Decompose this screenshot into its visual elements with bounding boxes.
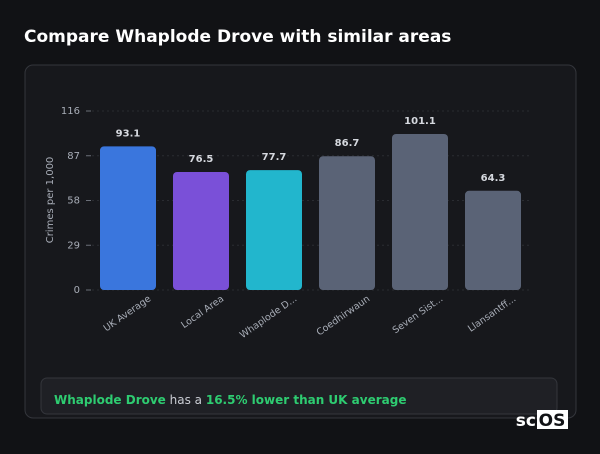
- logo-box: [537, 410, 568, 429]
- heading: Compare Whaplode Drove with similar area…: [24, 27, 451, 47]
- value-label: 86.7: [335, 138, 360, 149]
- value-label: 77.7: [262, 152, 287, 163]
- bar: [100, 146, 156, 290]
- logo-left: sc: [516, 411, 536, 431]
- bar: [465, 190, 521, 290]
- y-tick-label: 0: [74, 285, 80, 296]
- bar: [319, 156, 375, 290]
- bar: [392, 133, 448, 290]
- y-tick-label: 58: [67, 196, 80, 207]
- note-comparison: 16.5% lower than UK average: [206, 393, 407, 407]
- bar: [173, 171, 229, 290]
- note: Whaplode Drove has a 16.5% lower than UK…: [54, 393, 406, 407]
- logo-right: OS: [539, 411, 566, 431]
- note-box: [40, 377, 558, 415]
- y-tick-label: 116: [61, 106, 80, 117]
- value-label: 101.1: [404, 116, 436, 127]
- value-label: 93.1: [116, 128, 141, 139]
- value-label: 64.3: [481, 173, 506, 184]
- note-place: Whaplode Drove: [54, 393, 166, 407]
- note-middle: has a: [166, 393, 206, 407]
- y-tick-label: 87: [67, 151, 80, 162]
- y-axis-label: Crimes per 1,000: [45, 157, 56, 244]
- bar: [246, 170, 302, 290]
- value-label: 76.5: [189, 154, 214, 165]
- y-tick-label: 29: [67, 240, 80, 251]
